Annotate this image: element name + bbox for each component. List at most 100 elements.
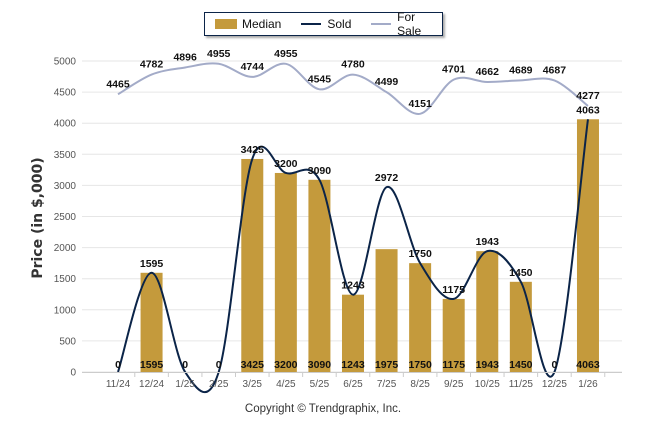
median-label: 1450 (509, 359, 533, 371)
y-tick-label: 4500 (54, 88, 77, 99)
sold-label: 1450 (509, 267, 533, 279)
y-tick-label: 500 (59, 336, 76, 347)
sold-label: 1943 (476, 236, 500, 248)
for-sale-label: 4701 (442, 64, 466, 76)
median-label: 0 (216, 359, 222, 371)
sold-label: 2972 (375, 172, 399, 184)
median-bar (409, 263, 432, 372)
y-tick-label: 1000 (54, 305, 77, 316)
for-sale-line (117, 62, 589, 115)
median-bar (241, 158, 264, 372)
for-sale-swatch (371, 23, 392, 25)
x-tick-label: 11/25 (509, 379, 534, 390)
sold-line (117, 119, 589, 394)
median-label: 1243 (341, 359, 365, 371)
y-tick-label: 2500 (54, 212, 77, 223)
median-bar (140, 272, 163, 372)
for-sale-label: 4955 (207, 48, 231, 60)
median-label: 0 (551, 359, 557, 371)
median-label: 1595 (140, 359, 164, 371)
for-sale-label: 4782 (140, 59, 164, 71)
median-bar (274, 172, 297, 372)
median-bar (509, 281, 532, 372)
y-axis-ticks: 0 500 1000 1500 2000 2500 3000 3500 4000 4500 5000 (54, 57, 77, 379)
sold-label: 1595 (140, 258, 164, 270)
median-bar (576, 119, 599, 372)
median-label: 3200 (274, 359, 298, 371)
x-tick-label: 10/25 (475, 379, 500, 390)
x-tick-label: 1/26 (578, 379, 598, 390)
y-tick-label: 3500 (54, 150, 77, 161)
legend-sold-label: Sold (327, 17, 352, 31)
median-label: 3090 (308, 359, 332, 371)
y-tick-label: 4000 (54, 119, 77, 130)
y-axis-label: Price (in $,000) (30, 157, 46, 278)
median-bar (476, 251, 499, 372)
median-bar (375, 249, 398, 372)
median-bar (308, 179, 331, 372)
median-swatch (215, 19, 237, 29)
y-tick-label: 1500 (54, 274, 77, 285)
sold-label: 3090 (308, 165, 332, 177)
x-tick-label: 2/25 (209, 379, 229, 390)
for-sale-label: 4277 (576, 90, 600, 102)
for-sale-series (117, 62, 589, 115)
sold-label: 3425 (241, 144, 265, 156)
for-sale-label: 4955 (274, 48, 298, 60)
sold-series (117, 119, 589, 394)
x-tick-label: 9/25 (444, 379, 464, 390)
legend-median[interactable]: Median (215, 17, 281, 31)
y-tick-label: 0 (70, 368, 76, 379)
x-tick-label: 12/24 (139, 379, 164, 390)
y-tick-label: 2000 (54, 243, 77, 254)
median-label: 0 (182, 359, 188, 371)
legend: Median Sold For Sale (204, 10, 443, 38)
for-sale-label: 4499 (375, 76, 399, 88)
data-labels: 0 1595 0 0 3425 3200 3090 1243 1975 1750 1175 1943 1… (106, 48, 599, 371)
median-label: 1975 (375, 359, 399, 371)
legend-sold[interactable]: Sold (291, 17, 351, 31)
y-tick-label: 5000 (54, 57, 77, 68)
x-tick-label: 3/25 (243, 379, 263, 390)
for-sale-label: 4662 (476, 66, 500, 78)
x-tick-label: 1/25 (175, 379, 195, 390)
for-sale-label: 4780 (341, 59, 365, 71)
x-tick-label: 7/25 (377, 379, 397, 390)
sold-label: 1175 (442, 284, 465, 296)
median-bars (140, 119, 599, 372)
median-label: 4063 (576, 359, 600, 371)
x-tick-label: 8/25 (410, 379, 430, 390)
y-tick-label: 3000 (54, 181, 77, 192)
x-tick-label: 12/25 (542, 379, 567, 390)
x-tick-label: 4/25 (276, 379, 296, 390)
median-label: 0 (115, 359, 121, 371)
sold-label: 4063 (576, 104, 600, 116)
sold-label: 1243 (341, 280, 365, 292)
for-sale-label: 4151 (408, 98, 432, 110)
sold-swatch (301, 23, 322, 25)
median-label: 3425 (241, 359, 265, 371)
for-sale-label: 4689 (509, 64, 533, 76)
x-tick-label: 11/24 (106, 379, 131, 390)
median-label: 1943 (476, 359, 500, 371)
for-sale-label: 4545 (308, 73, 332, 85)
for-sale-label: 4465 (106, 78, 130, 90)
x-tick-label: 6/25 (343, 379, 363, 390)
median-bar (341, 294, 364, 372)
legend-for-sale[interactable]: For Sale (361, 10, 442, 38)
for-sale-label: 4744 (241, 61, 265, 73)
x-tick-label: 5/25 (310, 379, 330, 390)
sold-label: 1750 (408, 248, 432, 260)
x-axis-ticks: 11/24 12/24 1/25 2/25 3/25 4/25 5/25 6/25 7/25 8/… (82, 372, 622, 390)
median-label: 1175 (442, 359, 465, 371)
sold-label: 3200 (274, 158, 298, 170)
for-sale-label: 4896 (173, 51, 197, 63)
median-label: 1750 (408, 359, 432, 371)
gridlines (82, 60, 622, 373)
legend-median-label: Median (242, 17, 282, 31)
copyright: Copyright © Trendgraphix, Inc. (244, 403, 402, 415)
median-bar (442, 298, 465, 372)
for-sale-label: 4687 (543, 64, 567, 76)
legend-for-sale-label: For Sale (397, 10, 422, 38)
